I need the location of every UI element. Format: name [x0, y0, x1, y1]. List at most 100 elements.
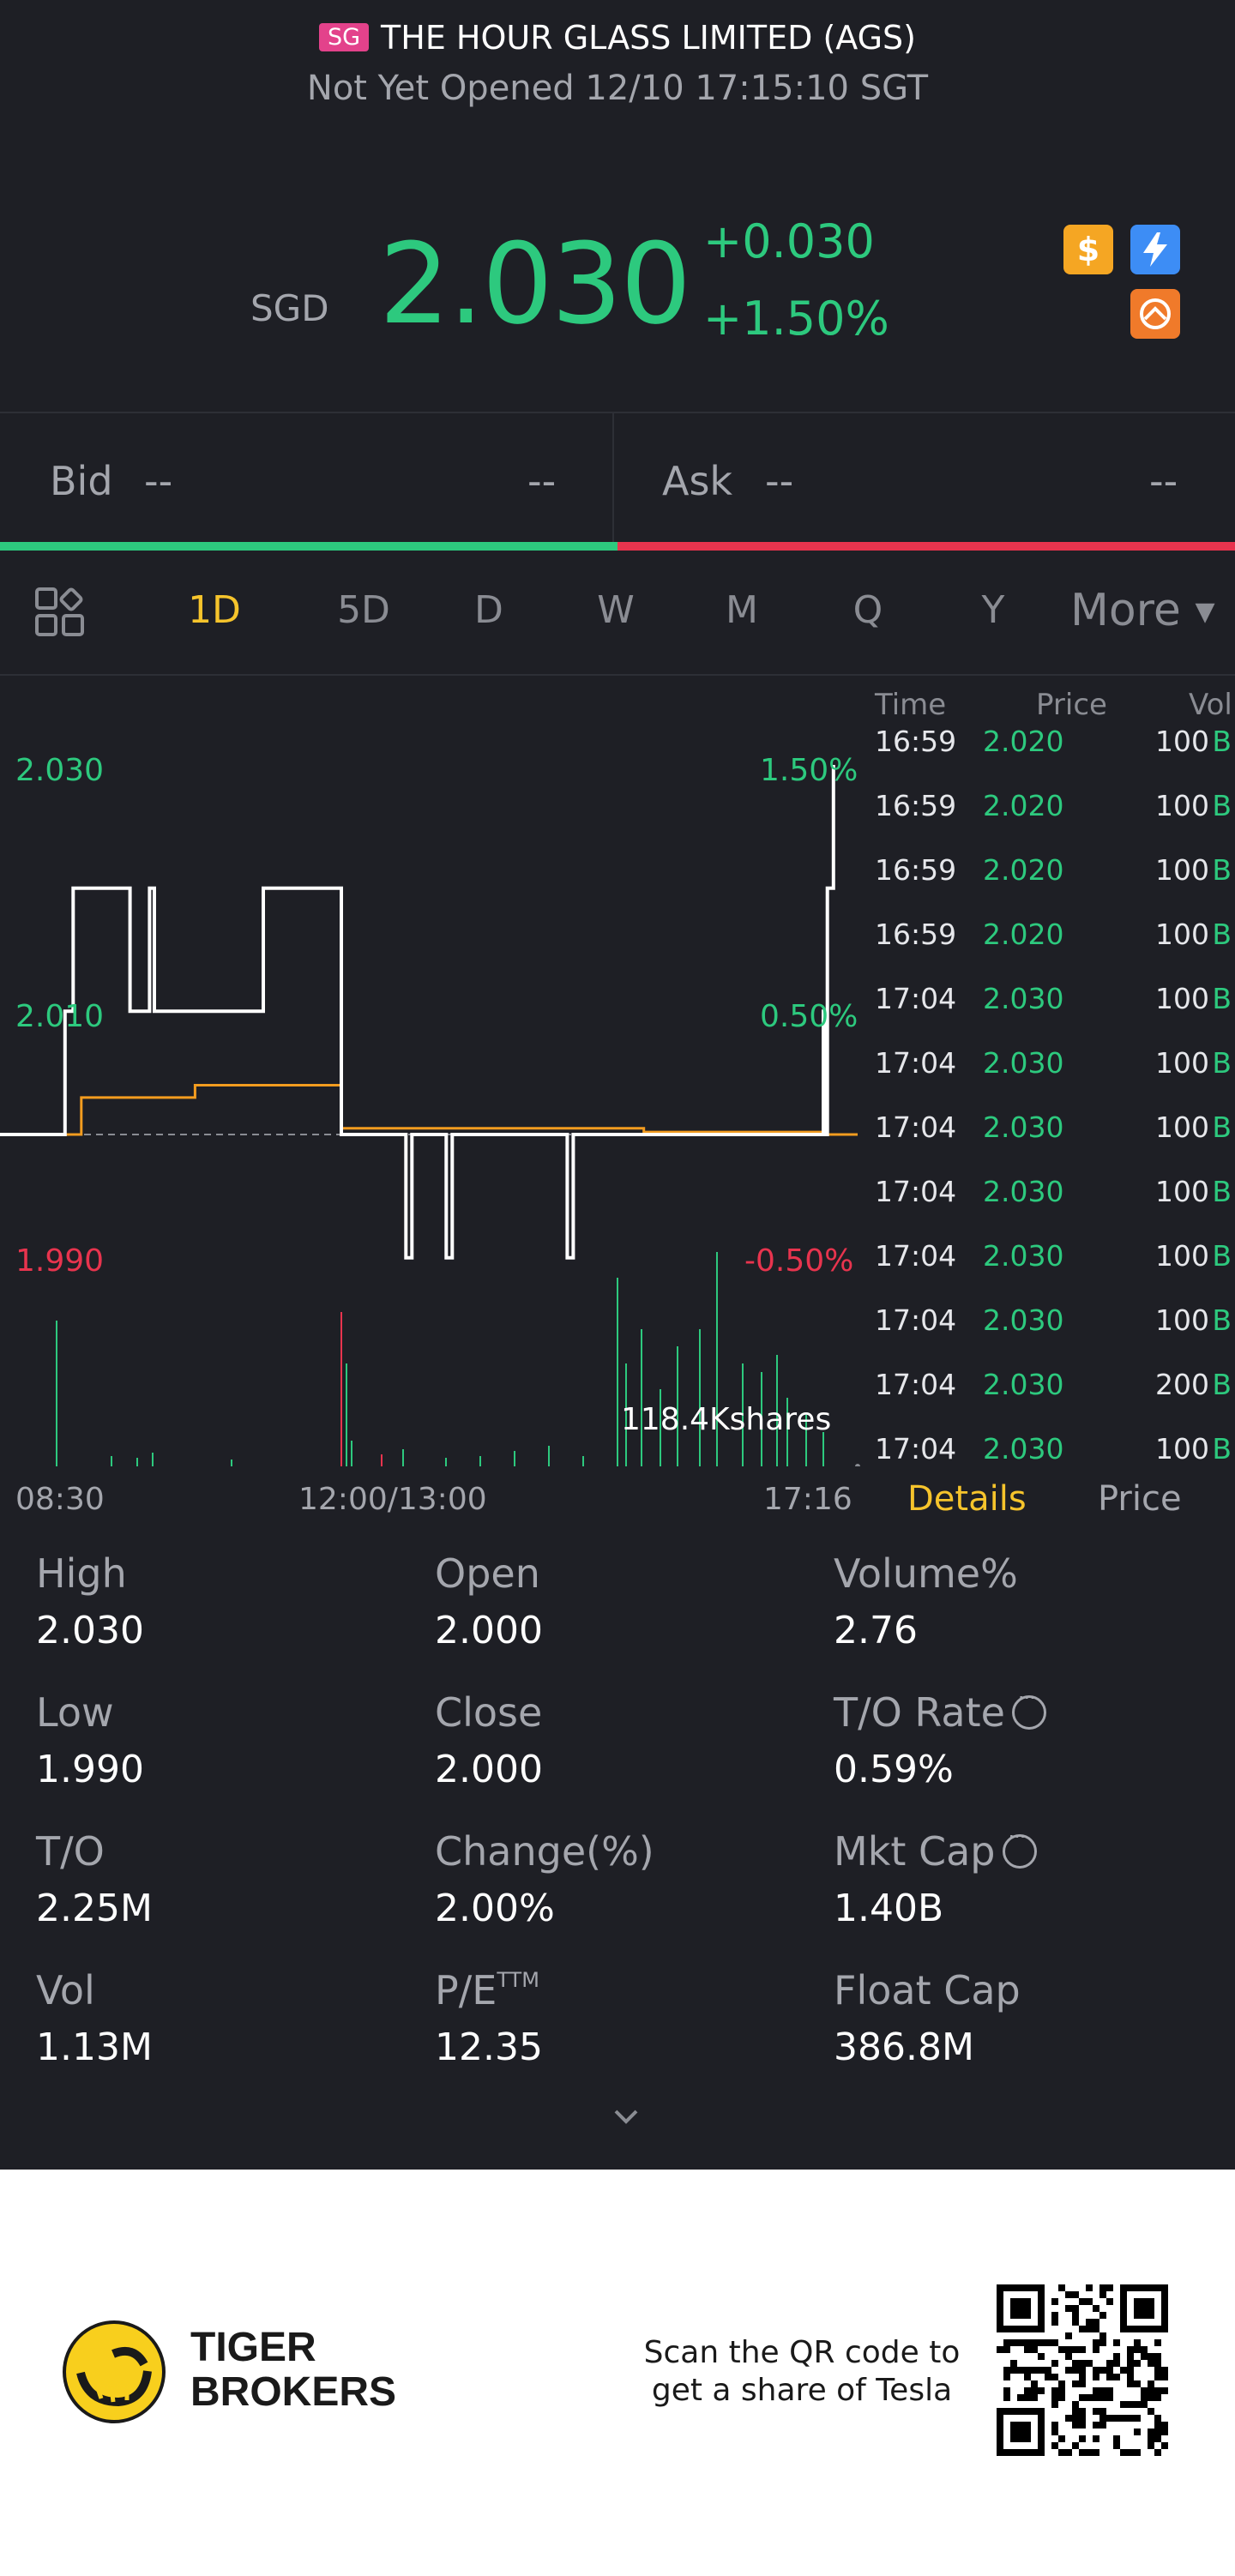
stat-high-label: High [36, 1550, 127, 1597]
stat-vol: Vol 1.13M [36, 1967, 153, 2069]
price-change-percent: +1.50% [703, 292, 889, 346]
stat-float-cap: Float Cap 386.8M [834, 1967, 1021, 2069]
stat-open: Open 2.000 [435, 1550, 543, 1652]
tick-time: 17:04 [875, 1432, 957, 1466]
stat-to-rate-value: 0.59% [834, 1748, 954, 1791]
ticks-header-price: Price [1036, 688, 1107, 722]
tab-m[interactable]: M [726, 588, 758, 632]
tiger-brokers-logo [63, 2320, 166, 2423]
tick-volume: 100 [1155, 918, 1209, 951]
tick-price: 2.030 [983, 1368, 1064, 1401]
tab-w[interactable]: W [597, 588, 635, 632]
stat-high: High 2.030 [36, 1550, 144, 1652]
stat-vol-label: Vol [36, 1967, 95, 2013]
tick-side: B [1212, 1432, 1232, 1466]
tick-volume: 100 [1155, 853, 1209, 887]
tick-price: 2.030 [983, 982, 1064, 1015]
tick-side: B [1212, 982, 1232, 1015]
tick-price: 2.020 [983, 725, 1064, 758]
price-label-mid: 2.010 [15, 999, 105, 1034]
tick-price: 2.030 [983, 1110, 1064, 1144]
stat-to-rate-label: T/O Rate [834, 1689, 1005, 1736]
tick-row: 17:04 2.030 100 B [866, 1239, 1235, 1301]
flash-icon[interactable] [1130, 225, 1180, 274]
tab-y[interactable]: Y [981, 588, 1005, 632]
tick-volume: 100 [1155, 1046, 1209, 1080]
promo-footer: TIGER BROKERS Scan the QR code to get a … [0, 2170, 1235, 2576]
volume-label: 118.4Kshares [621, 1402, 832, 1437]
tick-time: 16:59 [875, 725, 957, 758]
pct-label-top: 1.50% [760, 753, 858, 788]
tick-row: 17:04 2.030 200 B [866, 1368, 1235, 1429]
tick-side: B [1212, 1303, 1232, 1337]
tick-side: B [1212, 1110, 1232, 1144]
tick-price: 2.030 [983, 1303, 1064, 1337]
stat-volume-pct: Volume% 2.76 [834, 1550, 1018, 1652]
tab-more-label: More [1070, 585, 1181, 636]
tab-price[interactable]: Price [1098, 1479, 1182, 1519]
tab-q[interactable]: Q [852, 588, 883, 632]
stat-to-label: T/O [36, 1828, 105, 1875]
grid-layout-icon[interactable] [34, 587, 86, 638]
tick-time: 17:04 [875, 1046, 957, 1080]
tick-volume: 100 [1155, 789, 1209, 822]
tick-side: B [1212, 789, 1232, 822]
tiger-icon[interactable] [1130, 289, 1180, 339]
intraday-chart[interactable]: 2.030 2.010 1.990 1.50% 0.50% -0.50% 118… [0, 677, 866, 1466]
tick-side: B [1212, 853, 1232, 887]
info-icon[interactable] [1002, 1825, 1037, 1869]
info-icon[interactable] [1011, 1686, 1046, 1730]
tick-time: 16:59 [875, 789, 957, 822]
chart-end-dot [855, 1464, 860, 1466]
tick-time: 16:59 [875, 853, 957, 887]
tab-details[interactable]: Details [907, 1479, 1027, 1519]
tick-row: 17:04 2.030 100 B [866, 1046, 1235, 1108]
brand-name: TIGER BROKERS [190, 2326, 396, 2415]
stat-to: T/O 2.25M [36, 1828, 153, 1930]
volume-layer [56, 1252, 824, 1466]
tick-price: 2.020 [983, 918, 1064, 951]
tick-row: 17:04 2.030 100 B [866, 1175, 1235, 1237]
chevron-down-icon[interactable] [600, 2101, 652, 2135]
stat-pe-ttm: TTM [497, 1968, 539, 1992]
tick-volume: 100 [1155, 725, 1209, 758]
stat-mkt-cap-label: Mkt Cap [834, 1828, 996, 1875]
tab-more[interactable]: More ▼ [1070, 585, 1215, 636]
tab-1d[interactable]: 1D [188, 588, 241, 632]
x-label-start: 08:30 [15, 1482, 105, 1517]
chart-svg [0, 765, 860, 1466]
ask-ratio-bar [618, 542, 1235, 551]
tab-5d[interactable]: 5D [337, 588, 390, 632]
tick-volume: 100 [1155, 1303, 1209, 1337]
tick-price: 2.020 [983, 853, 1064, 887]
tick-row: 17:04 2.030 100 B [866, 1303, 1235, 1365]
tick-time: 17:04 [875, 1175, 957, 1208]
bid-label: Bid [50, 458, 113, 504]
bid-size: -- [527, 458, 557, 504]
time-and-sales[interactable]: Time Price Vol 16:59 2.020 100 B 16:59 2.020 1… [866, 677, 1235, 1519]
tab-d[interactable]: D [474, 588, 503, 632]
tick-time: 17:04 [875, 1303, 957, 1337]
pct-label-bottom: -0.50% [744, 1243, 854, 1279]
stock-title: THE HOUR GLASS LIMITED (AGS) [381, 19, 916, 57]
stat-vol-value: 1.13M [36, 2025, 153, 2069]
bid-price: -- [144, 458, 173, 504]
tick-row: 16:59 2.020 100 B [866, 725, 1235, 786]
tick-row: 17:04 2.030 100 B [866, 982, 1235, 1044]
promo-text: Scan the QR code to get a share of Tesla [635, 2334, 969, 2410]
stat-change-value: 2.00% [435, 1887, 555, 1930]
dollar-icon[interactable]: $ [1063, 225, 1113, 274]
tick-time: 16:59 [875, 918, 957, 951]
tick-row: 16:59 2.020 100 B [866, 853, 1235, 915]
stat-low-value: 1.990 [36, 1748, 144, 1791]
market-badge: SG [318, 23, 370, 51]
tick-side: B [1212, 1368, 1232, 1401]
bid-ask-panel: Bid -- -- Ask -- -- [0, 412, 1235, 551]
price-label-top: 2.030 [15, 753, 105, 788]
ask-price: -- [765, 458, 794, 504]
ticks-header-time: Time [875, 688, 947, 722]
quote-header: SG THE HOUR GLASS LIMITED (AGS) Not Yet O… [0, 0, 1235, 412]
last-price: 2.030 [379, 219, 691, 349]
tick-volume: 100 [1155, 1175, 1209, 1208]
currency-label: SGD [250, 287, 329, 329]
